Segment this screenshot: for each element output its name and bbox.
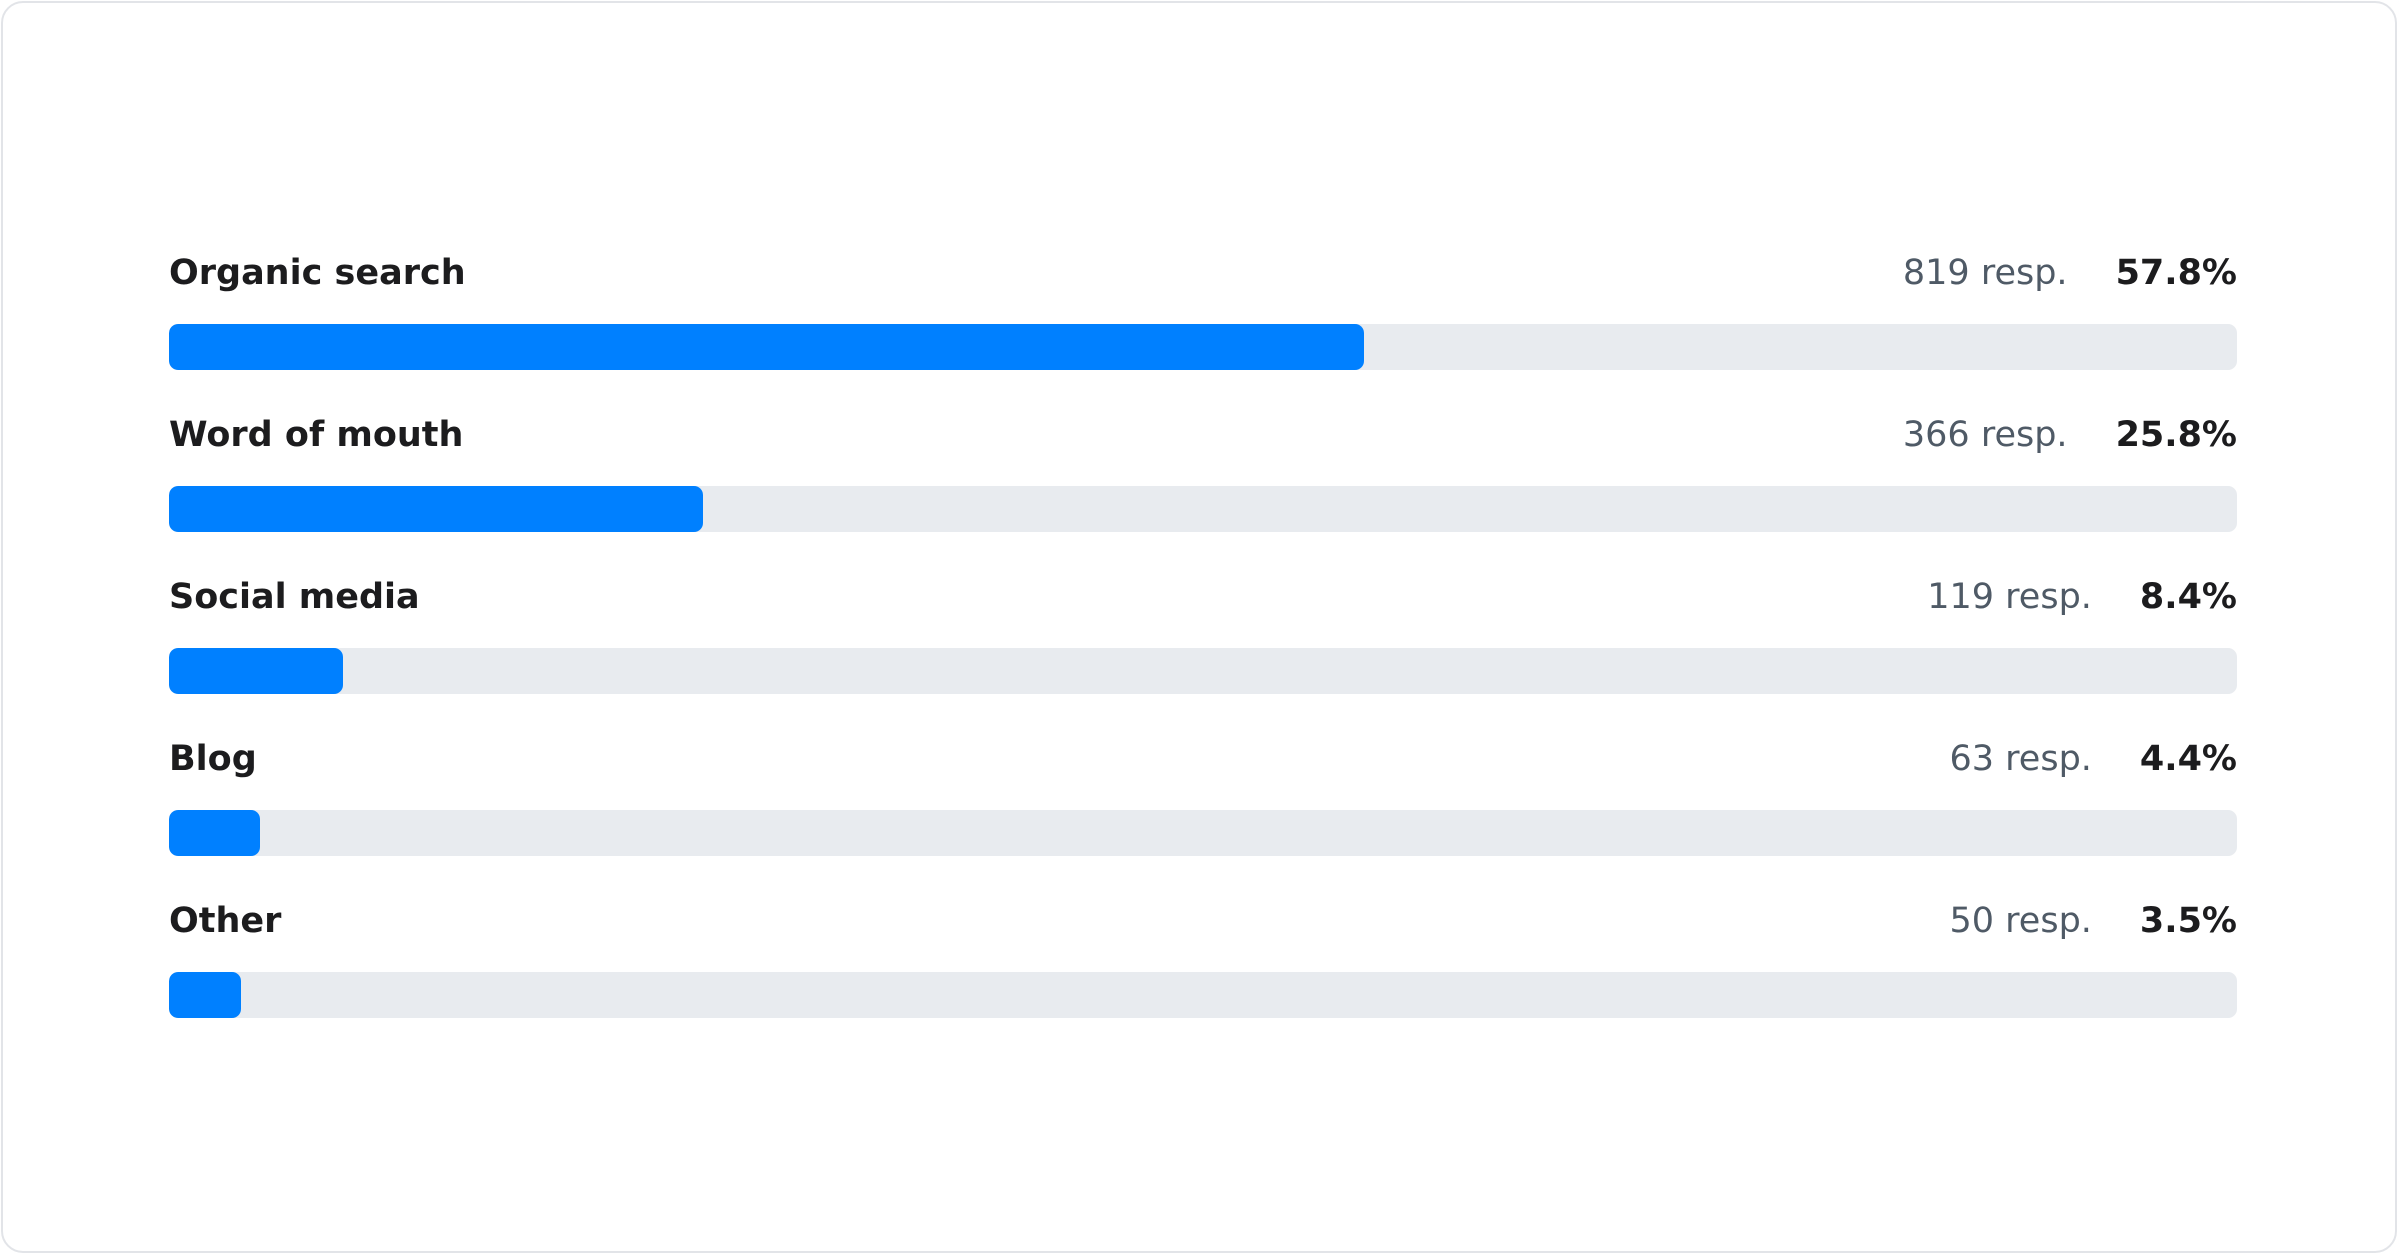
row-header: Social media 119 resp. 8.4% <box>169 570 2237 624</box>
bar-row: Word of mouth 366 resp. 25.8% <box>169 408 2237 570</box>
bar-fill <box>169 324 1365 370</box>
category-label: Word of mouth <box>169 415 464 455</box>
response-count: 63 resp. <box>1949 739 2092 779</box>
bar-track <box>169 486 2237 532</box>
row-values: 119 resp. 8.4% <box>1927 577 2237 617</box>
response-count: 819 resp. <box>1902 253 2068 293</box>
percent-label: 3.5% <box>2139 901 2237 941</box>
bar-row: Organic search 819 resp. 57.8% <box>169 246 2237 408</box>
category-label: Blog <box>169 739 257 779</box>
row-header: Blog 63 resp. 4.4% <box>169 732 2237 786</box>
bar-track <box>169 648 2237 694</box>
bar-fill <box>169 486 703 532</box>
bar-row: Social media 119 resp. 8.4% <box>169 570 2237 732</box>
bar-fill <box>169 648 343 694</box>
bar-list: Organic search 819 resp. 57.8% Word of m… <box>169 246 2237 1056</box>
row-header: Organic search 819 resp. 57.8% <box>169 246 2237 300</box>
bar-fill <box>169 972 242 1018</box>
percent-label: 25.8% <box>2115 415 2237 455</box>
response-count: 366 resp. <box>1902 415 2068 455</box>
row-header: Other 50 resp. 3.5% <box>169 894 2237 948</box>
percent-label: 8.4% <box>2139 577 2237 617</box>
bar-row: Blog 63 resp. 4.4% <box>169 732 2237 894</box>
row-values: 63 resp. 4.4% <box>1950 739 2237 779</box>
percent-label: 57.8% <box>2115 253 2237 293</box>
row-header: Word of mouth 366 resp. 25.8% <box>169 408 2237 462</box>
bar-track <box>169 324 2237 370</box>
row-values: 366 resp. 25.8% <box>1903 415 2237 455</box>
response-count: 119 resp. <box>1927 577 2092 617</box>
category-label: Organic search <box>169 253 466 293</box>
row-values: 819 resp. 57.8% <box>1903 253 2237 293</box>
category-label: Social media <box>169 577 420 617</box>
row-values: 50 resp. 3.5% <box>1950 901 2237 941</box>
response-count: 50 resp. <box>1949 901 2092 941</box>
category-label: Other <box>169 901 282 941</box>
bar-row: Other 50 resp. 3.5% <box>169 894 2237 1056</box>
bar-fill <box>169 810 260 856</box>
bar-track <box>169 810 2237 856</box>
percent-label: 4.4% <box>2139 739 2237 779</box>
bar-track <box>169 972 2237 1018</box>
